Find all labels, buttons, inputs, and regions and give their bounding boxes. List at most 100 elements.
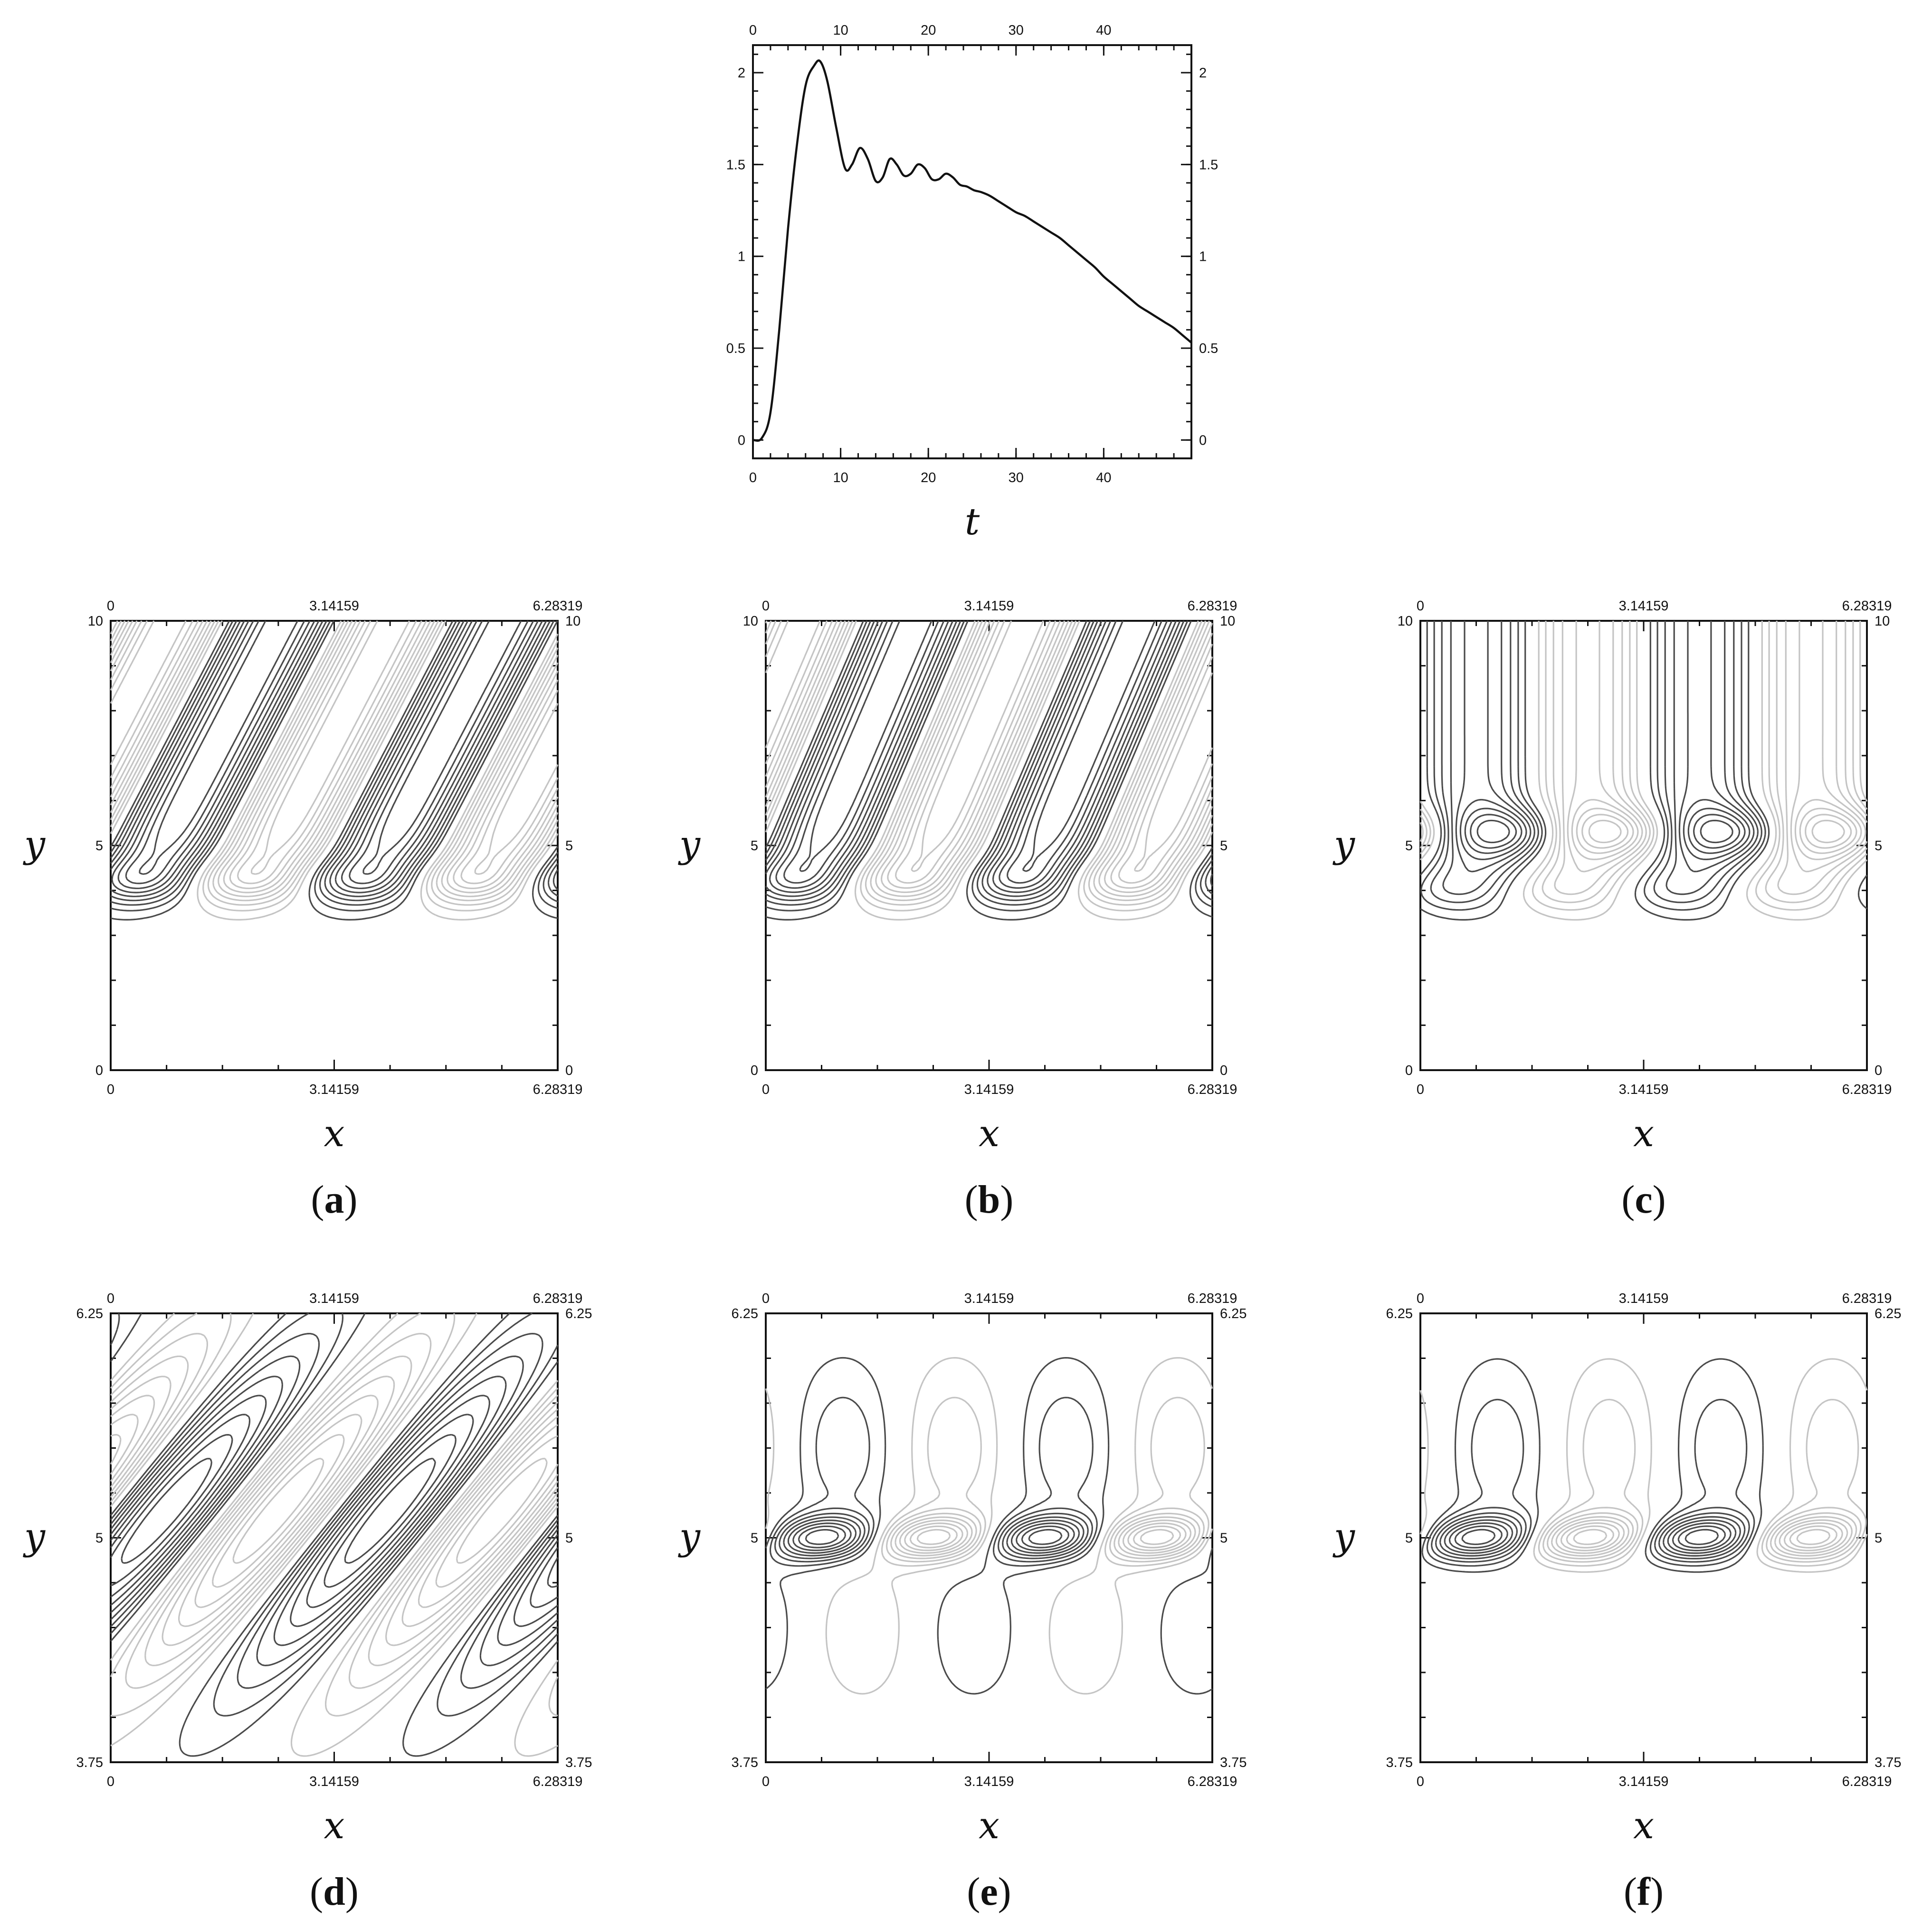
x-tick-label-top: 0 [107,1291,114,1306]
x-tick-label-top: 0 [107,598,114,614]
panel-label-letter: a [324,1178,344,1222]
x-tick-label-top: 40 [1096,23,1111,38]
y-tick-label: 10 [88,614,103,629]
y-tick-label: 1.5 [726,157,745,172]
y-tick-label-right: 1.5 [1199,157,1218,172]
contour-negative-level [916,1529,1174,1545]
contour-lines [1419,1358,1868,1573]
x-tick-label: 0 [749,470,757,485]
y-tick-label-right: 0 [1875,1063,1882,1078]
contour-negative-level [110,620,559,912]
y-tick-label: 3.75 [732,1755,758,1770]
contour-negative-level [1576,807,1857,854]
contour-positive-level [110,1395,559,1627]
y-axis-label: y [23,823,46,866]
contour-positive-level [775,620,1168,889]
y-tick-label: 5 [1405,1531,1413,1546]
contour-positive-level [1476,819,1733,844]
contour-negative-level [110,1312,559,1757]
contour-negative-level [899,1520,1192,1554]
time-series-chart: 0 0 10 10 20 20 30 30 40 40 0 0 0.5 0.5 1 1 1.5 1.5 2 2 t [726,23,1218,543]
contour-positive-level [1448,1522,1732,1551]
y-tick-label: 3.75 [76,1755,103,1770]
contour-positive-level [110,620,559,902]
y-tick-label: 6.25 [76,1306,103,1321]
contour-positive-level [121,1457,436,1564]
y-tick-label: 10 [743,614,758,629]
y-tick-label-right: 5 [1875,1531,1882,1546]
y-tick-label-right: 6.25 [565,1306,592,1321]
contour-negative-level [885,1507,1205,1563]
contour-negative-level [110,1395,559,1627]
contour-negative-level [1538,1398,1867,1567]
contour-positive-level [110,620,559,906]
y-tick-label-right: 6.25 [1875,1306,1901,1321]
x-tick-label: 6.28319 [1842,1774,1892,1789]
contour-negative-level [765,620,1213,893]
x-axis-label: x [324,1805,345,1847]
contour-positive-level [774,1507,1093,1563]
contour-negative-level [110,1355,559,1666]
panel-label-close: ) [998,1870,1011,1914]
x-tick-label: 3.14159 [1619,1774,1669,1789]
y-axis-label: y [1332,823,1355,866]
contour-positive-level [783,1516,1085,1557]
y-tick-label: 5 [95,1531,103,1546]
x-tick-label-top: 3.14159 [1619,598,1669,614]
x-tick-label-top: 6.28319 [1842,1291,1892,1306]
contour-positive-level [125,620,529,884]
y-tick-label: 6.25 [732,1306,758,1321]
y-axis-label: y [23,1516,46,1558]
panel-label-open: ( [967,1870,980,1914]
y-tick-label: 0 [1405,1063,1413,1078]
y-tick-label: 0 [751,1063,758,1078]
contour-positive-level [799,620,1156,872]
contour-positive-level [110,1434,559,1588]
x-tick-label-top: 10 [833,23,848,38]
contour-positive-level [765,620,1213,912]
x-axis-label: x [979,1112,999,1155]
x-tick-label-top: 6.28319 [533,1291,583,1306]
contour-positive-level [765,620,1213,921]
contour-negative-level [1555,1519,1848,1554]
panel-label-open: ( [311,1178,324,1222]
contour-positive-level [110,1312,559,1717]
contour-positive-level [110,620,559,897]
panel-label-open: ( [965,1178,978,1222]
contour-positive-level [111,620,539,893]
x-tick-label-top: 0 [1417,1291,1424,1306]
y-tick-label-right: 5 [565,1531,573,1546]
y-axis-label: y [1332,1516,1355,1558]
x-tick-label: 3.14159 [309,1082,359,1097]
x-tick-label: 30 [1009,470,1024,485]
contour-negative-level [110,1414,559,1608]
contour-positive-level [765,1357,1213,1695]
x-tick-label-top: 6.28319 [1842,598,1892,614]
contour-negative-level [890,1512,1200,1559]
panel-label-open: ( [1621,1178,1635,1222]
contour-positive-level [1470,814,1741,849]
contour-negative-level [1560,1522,1843,1551]
panel-label-open: ( [1624,1870,1637,1914]
contour-negative-level [1573,1529,1831,1545]
x-tick-label-top: 0 [1417,598,1424,614]
x-tick-label: 6.28319 [1842,1082,1892,1097]
x-tick-label-top: 6.28319 [1188,1291,1237,1306]
contour-positive-level [1420,621,1766,911]
contour-negative-level [110,620,559,884]
contour-positive-level [1459,798,1751,860]
contour-positive-level [1430,621,1762,903]
contour-negative-level [110,1376,559,1646]
x-tick-label: 6.28319 [533,1774,583,1789]
x-tick-label-top: 3.14159 [964,1291,1014,1306]
contour-lines [1419,621,1868,921]
panel-label: (d) [310,1870,359,1914]
panel-label: (e) [967,1870,1011,1914]
y-tick-label: 5 [95,838,103,854]
x-tick-label: 20 [921,470,936,485]
contour-positive-level [805,1529,1063,1545]
y-tick-label-right: 3.75 [1875,1755,1901,1770]
panel-label: (c) [1621,1178,1666,1222]
x-tick-label-top: 30 [1009,23,1024,38]
